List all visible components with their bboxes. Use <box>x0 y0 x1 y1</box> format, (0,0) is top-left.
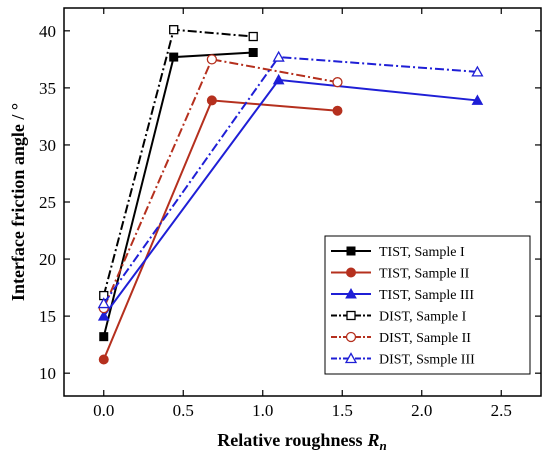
data-point-tist-sample-iii-0 <box>97 310 110 321</box>
legend-box <box>324 235 531 375</box>
legend-swatch-marker <box>346 246 356 256</box>
data-point-tist-sample-i-1 <box>169 52 179 62</box>
x-tick-label: 0.5 <box>173 401 194 420</box>
legend: TIST, Sample I TIST, Sample II TIST, Sampl… <box>324 235 531 375</box>
x-axis-title-symbol: R <box>366 430 379 450</box>
y-tick-label: 25 <box>39 193 56 212</box>
x-tick-label: 2.5 <box>491 401 512 420</box>
data-point-dist-sample-i-2 <box>248 31 258 42</box>
legend-label: DIST, Sample II <box>379 331 471 346</box>
series-tist-sample-ii <box>98 95 343 365</box>
series-dist-sample-i <box>99 25 258 301</box>
x-tick-label: 0.0 <box>93 401 114 420</box>
legend-swatch-marker <box>345 331 357 343</box>
x-axis-title-text: Relative roughness <box>217 430 362 450</box>
y-tick-label: 10 <box>39 364 56 383</box>
x-tick-label: 1.5 <box>332 401 353 420</box>
data-point-tist-sample-ii-0 <box>98 354 109 365</box>
data-point-dist-ssmple-iii-1 <box>272 50 285 62</box>
x-axis-title: Relative roughness Rn <box>217 430 386 453</box>
y-tick-label: 30 <box>39 136 56 155</box>
y-tick-label: 20 <box>39 250 56 269</box>
data-point-tist-sample-i-2 <box>248 48 258 58</box>
legend-swatch-marker <box>346 267 356 278</box>
series-line-dist-sample-ii <box>102 58 338 309</box>
legend-swatch-marker <box>346 310 356 321</box>
marks-layer <box>97 25 484 365</box>
y-tick-label: 35 <box>39 79 56 98</box>
data-point-dist-sample-ii-1 <box>206 54 218 65</box>
y-axis-title: Interface friction angle / ° <box>8 103 28 301</box>
legend-label: TIST, Sample I <box>379 245 465 260</box>
legend-item-dist-sample-i: DIST, Sample I <box>331 310 467 325</box>
series-tist-sample-i <box>99 48 258 342</box>
data-point-dist-ssmple-iii-0 <box>97 297 110 309</box>
legend-label: DIST, Sample I <box>379 310 467 325</box>
legend-item-dist-sample-ii: DIST, Sample II <box>331 331 471 346</box>
legend-swatch-marker <box>344 352 358 364</box>
x-tick-label: 1.0 <box>252 401 273 420</box>
series-line-tist-sample-i <box>102 51 254 337</box>
data-point-dist-sample-i-1 <box>169 25 179 35</box>
data-point-tist-sample-i-0 <box>99 332 109 342</box>
data-point-tist-sample-ii-2 <box>332 105 343 116</box>
x-axis-title-subscript: n <box>379 438 386 453</box>
y-tick-label: 40 <box>39 22 56 41</box>
data-point-dist-sample-ii-2 <box>332 77 343 88</box>
data-point-tist-sample-ii-1 <box>206 95 217 106</box>
legend-swatch-marker <box>345 287 357 299</box>
data-point-tist-sample-iii-2 <box>471 94 484 105</box>
series-dist-ssmple-iii <box>97 50 484 309</box>
legend-item-dist-ssmple-iii: DIST, Ssmple III <box>331 352 475 368</box>
series-tist-sample-iii <box>97 73 484 321</box>
ticks-layer: 0.0 0.5 1.0 1.5 2.0 2.5 10 15 20 25 30 35 40 <box>39 8 541 420</box>
legend-item-tist-sample-i: TIST, Sample I <box>331 245 465 260</box>
data-point-dist-ssmple-iii-2 <box>471 65 484 77</box>
legend-label: TIST, Sample II <box>379 267 470 282</box>
y-tick-label: 15 <box>39 307 56 326</box>
x-tick-label: 2.0 <box>411 401 432 420</box>
legend-item-tist-sample-iii: TIST, Sample III <box>331 287 474 303</box>
legend-label: DIST, Ssmple III <box>379 353 475 368</box>
legend-label: TIST, Sample III <box>379 288 474 303</box>
data-point-tist-sample-iii-1 <box>272 73 285 85</box>
legend-item-tist-sample-ii: TIST, Sample II <box>331 267 470 282</box>
